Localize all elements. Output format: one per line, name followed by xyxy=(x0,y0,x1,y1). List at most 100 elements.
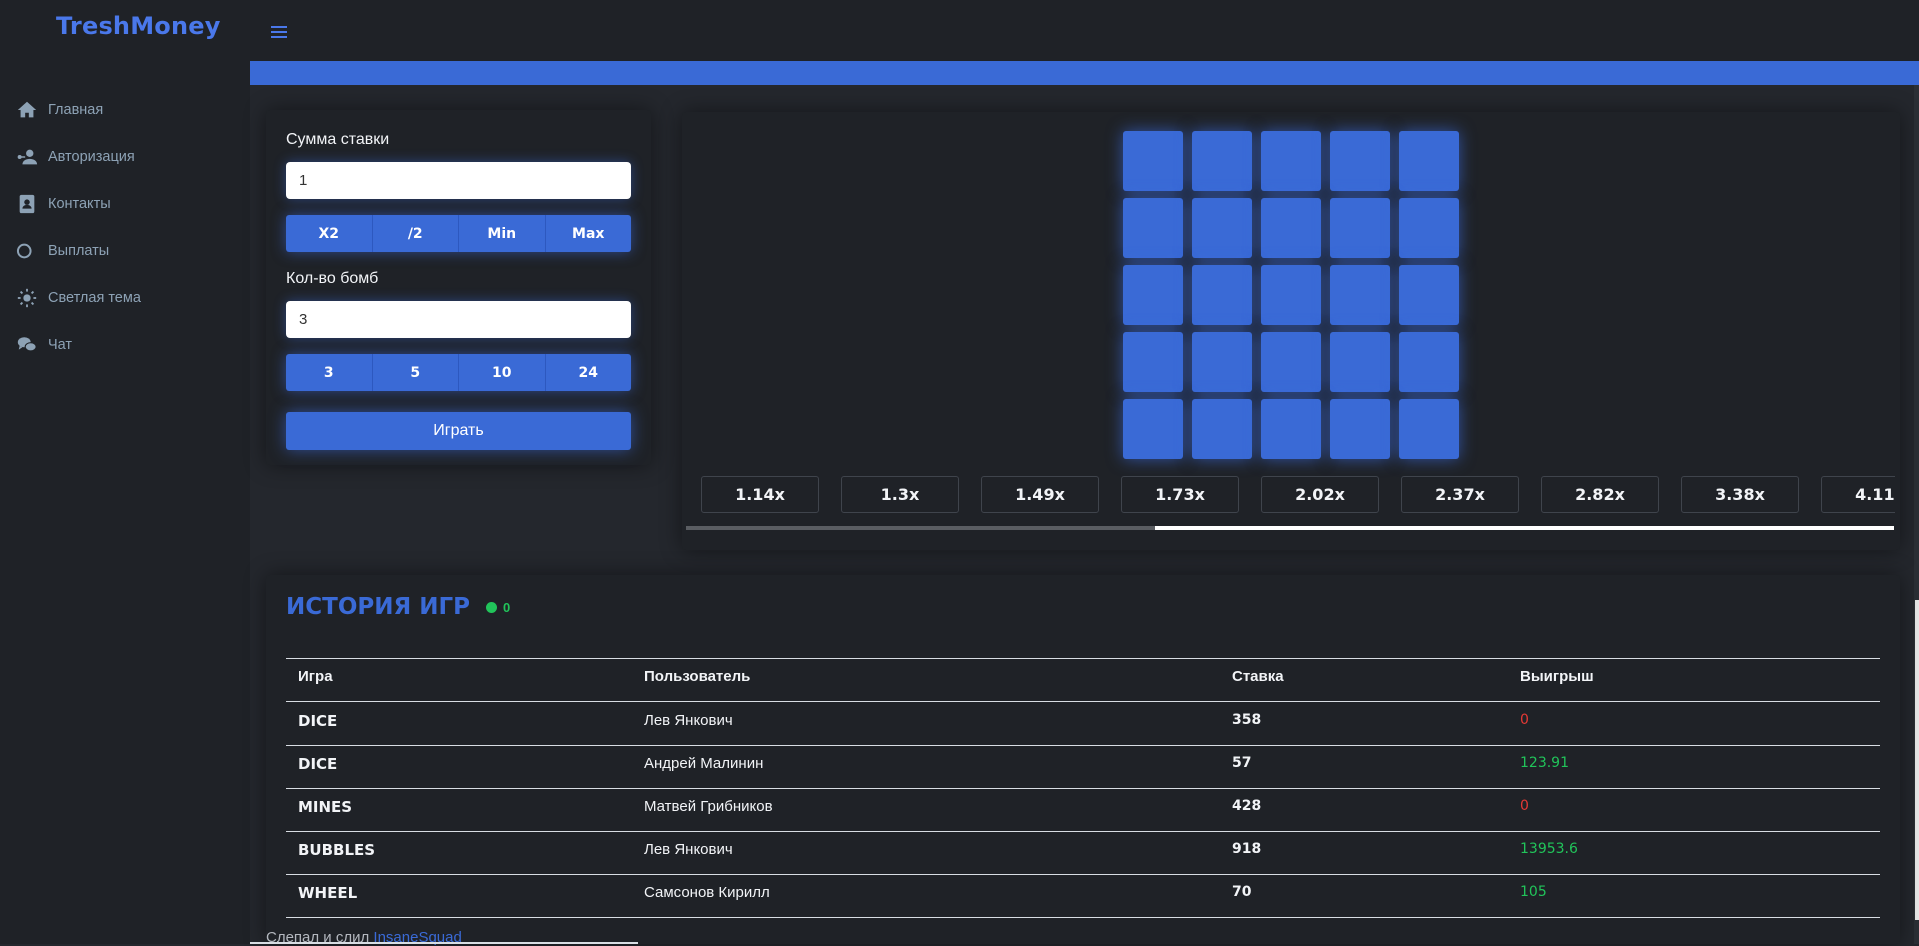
multiplier-chip: 2.82x xyxy=(1541,476,1659,513)
mine-cell[interactable] xyxy=(1330,399,1390,459)
footer-link[interactable]: InsaneSquad xyxy=(373,929,462,946)
mine-cell[interactable] xyxy=(1261,131,1321,191)
mine-cell[interactable] xyxy=(1123,399,1183,459)
sidebar-item-auth[interactable]: Авторизация xyxy=(16,142,135,172)
mine-cell[interactable] xyxy=(1192,198,1252,258)
cell-win: 123.91 xyxy=(1520,755,1569,771)
sidebar-item-label: Главная xyxy=(48,102,104,118)
mine-cell[interactable] xyxy=(1123,131,1183,191)
sidebar xyxy=(0,61,250,944)
play-button[interactable]: Играть xyxy=(286,412,631,450)
cell-bet: 918 xyxy=(1232,841,1262,857)
sidebar-item-payouts[interactable]: Выплаты xyxy=(16,236,109,266)
sidebar-item-chat[interactable]: Чат xyxy=(16,330,72,360)
multiplier-chip: 1.73x xyxy=(1121,476,1239,513)
mine-cell[interactable] xyxy=(1330,131,1390,191)
mine-cell[interactable] xyxy=(1123,332,1183,392)
multiplier-chip: 1.3x xyxy=(841,476,959,513)
mine-cell[interactable] xyxy=(1123,265,1183,325)
cell-user: Лев Янкович xyxy=(644,841,733,858)
multiplier-strip: 1.14x 1.3x 1.49x 1.73x 2.02x 2.37x 2.82x… xyxy=(699,474,1895,516)
column-header-win: Выигрыш xyxy=(1520,668,1594,685)
table-row-divider xyxy=(286,788,1880,789)
double-bet-button[interactable]: X2 xyxy=(286,215,373,252)
mine-cell[interactable] xyxy=(1192,131,1252,191)
page-scrollbar-thumb[interactable] xyxy=(1915,600,1919,920)
mine-cell[interactable] xyxy=(1261,198,1321,258)
cell-game: WHEEL xyxy=(298,884,358,902)
mine-cell[interactable] xyxy=(1261,265,1321,325)
bet-amount-buttons: X2 /2 Min Max xyxy=(286,215,631,252)
mine-cell[interactable] xyxy=(1399,265,1459,325)
footer: Слепал и слил InsaneSquad xyxy=(266,929,462,946)
cell-win: 0 xyxy=(1520,798,1529,814)
multiplier-scrollbar-thumb[interactable] xyxy=(1155,526,1894,530)
mine-cell[interactable] xyxy=(1261,399,1321,459)
sun-icon xyxy=(17,288,37,308)
half-bet-button[interactable]: /2 xyxy=(372,215,459,252)
bombs-count-buttons: 3 5 10 24 xyxy=(286,354,631,391)
bombs-count-input[interactable] xyxy=(286,301,631,338)
sidebar-item-light-theme[interactable]: Светлая тема xyxy=(16,283,141,313)
table-row-divider xyxy=(286,831,1880,832)
mine-cell[interactable] xyxy=(1330,332,1390,392)
bombs-24-button[interactable]: 24 xyxy=(545,354,631,391)
bombs-3-button[interactable]: 3 xyxy=(286,354,373,391)
multiplier-chip: 1.49x xyxy=(981,476,1099,513)
cell-game: MINES xyxy=(298,798,353,816)
mine-cell[interactable] xyxy=(1123,198,1183,258)
mine-cell[interactable] xyxy=(1261,332,1321,392)
multiplier-chip: 1.14x xyxy=(701,476,819,513)
cell-bet: 57 xyxy=(1232,755,1252,771)
mine-cell[interactable] xyxy=(1192,399,1252,459)
mine-cell[interactable] xyxy=(1192,332,1252,392)
sidebar-item-label: Контакты xyxy=(48,196,111,212)
cell-win: 0 xyxy=(1520,712,1529,728)
brand-logo[interactable]: TreshMoney xyxy=(56,12,221,40)
mine-cell[interactable] xyxy=(1330,265,1390,325)
mine-cell[interactable] xyxy=(1399,131,1459,191)
max-bet-button[interactable]: Max xyxy=(545,215,631,252)
table-row-divider xyxy=(286,874,1880,875)
page-scrollbar[interactable] xyxy=(1914,85,1919,944)
cell-user: Лев Янкович xyxy=(644,712,733,729)
sidebar-item-home[interactable]: Главная xyxy=(16,95,103,125)
multiplier-chip: 2.37x xyxy=(1401,476,1519,513)
sidebar-item-label: Чат xyxy=(48,337,73,353)
cell-bet: 428 xyxy=(1232,798,1262,814)
min-bet-button[interactable]: Min xyxy=(459,215,546,252)
bet-amount-input[interactable] xyxy=(286,162,631,199)
online-indicator-icon xyxy=(486,602,497,613)
cell-game: DICE xyxy=(298,755,338,773)
contact-book-icon xyxy=(19,194,35,214)
chat-bubbles-icon xyxy=(17,337,37,352)
bombs-10-button[interactable]: 10 xyxy=(459,354,546,391)
cell-win: 105 xyxy=(1520,884,1547,900)
user-key-icon xyxy=(17,149,38,165)
multiplier-chip: 3.38x xyxy=(1681,476,1799,513)
mine-cell[interactable] xyxy=(1399,399,1459,459)
column-header-bet: Ставка xyxy=(1232,668,1284,685)
table-top-border xyxy=(286,658,1880,659)
home-icon xyxy=(17,101,37,118)
cell-bet: 70 xyxy=(1232,884,1252,900)
sidebar-item-contacts[interactable]: Контакты xyxy=(16,189,111,219)
table-row-divider xyxy=(286,745,1880,746)
column-header-user: Пользователь xyxy=(644,668,751,685)
bet-amount-label: Сумма ставки xyxy=(286,131,390,148)
cell-user: Самсонов Кирилл xyxy=(644,884,770,901)
mine-cell[interactable] xyxy=(1192,265,1252,325)
game-history-panel xyxy=(266,575,1900,944)
sidebar-item-label: Светлая тема xyxy=(48,290,141,306)
mine-cell[interactable] xyxy=(1330,198,1390,258)
menu-toggle-icon[interactable] xyxy=(271,20,295,44)
cell-bet: 358 xyxy=(1232,712,1262,728)
column-header-game: Игра xyxy=(298,668,333,685)
cell-win: 13953.6 xyxy=(1520,841,1578,857)
bombs-5-button[interactable]: 5 xyxy=(372,354,459,391)
table-header-border xyxy=(286,701,1880,702)
footer-divider xyxy=(250,942,638,944)
online-count: 0 xyxy=(503,600,511,615)
mine-cell[interactable] xyxy=(1399,198,1459,258)
mine-cell[interactable] xyxy=(1399,332,1459,392)
